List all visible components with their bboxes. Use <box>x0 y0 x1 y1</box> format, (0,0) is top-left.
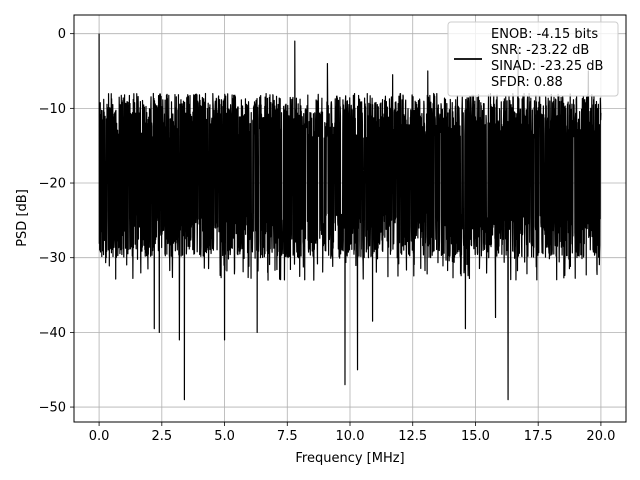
y-tick-label: −10 <box>39 102 66 117</box>
y-axis-ticks: 0 −10 −20 −30 −40 −50 <box>39 27 74 416</box>
y-tick-label: −50 <box>39 401 66 416</box>
x-tick-label: 10.0 <box>336 429 365 444</box>
legend-box <box>447 21 619 97</box>
y-tick-label: −40 <box>39 326 66 341</box>
x-tick-label: 5.0 <box>214 429 235 444</box>
x-tick-label: 17.5 <box>524 429 553 444</box>
x-tick-label: 20.0 <box>586 429 615 444</box>
legend-enob: ENOB: -4.15 bits <box>491 27 598 42</box>
x-tick-label: 0.0 <box>89 429 110 444</box>
y-tick-label: −30 <box>39 251 66 266</box>
x-tick-label: 7.5 <box>277 429 298 444</box>
x-axis-ticks: 0.0 2.5 5.0 7.5 10.0 12.5 15.0 17.5 20.0 <box>89 422 615 444</box>
x-tick-label: 2.5 <box>151 429 172 444</box>
x-tick-label: 15.0 <box>461 429 490 444</box>
legend-sinad: SINAD: -23.25 dB <box>491 59 603 74</box>
y-tick-label: −20 <box>39 177 66 192</box>
y-tick-label: 0 <box>58 27 66 42</box>
plot-area <box>98 33 602 401</box>
legend-sfdr: SFDR: 0.88 <box>491 75 563 90</box>
psd-series-line <box>98 33 602 401</box>
x-tick-label: 12.5 <box>398 429 427 444</box>
x-axis-label: Frequency [MHz] <box>295 451 404 466</box>
y-axis-label: PSD [dB] <box>15 189 30 247</box>
legend-snr: SNR: -23.22 dB <box>491 43 589 58</box>
legend: ENOB: -4.15 bits SNR: -23.22 dB SINAD: -… <box>447 21 619 97</box>
